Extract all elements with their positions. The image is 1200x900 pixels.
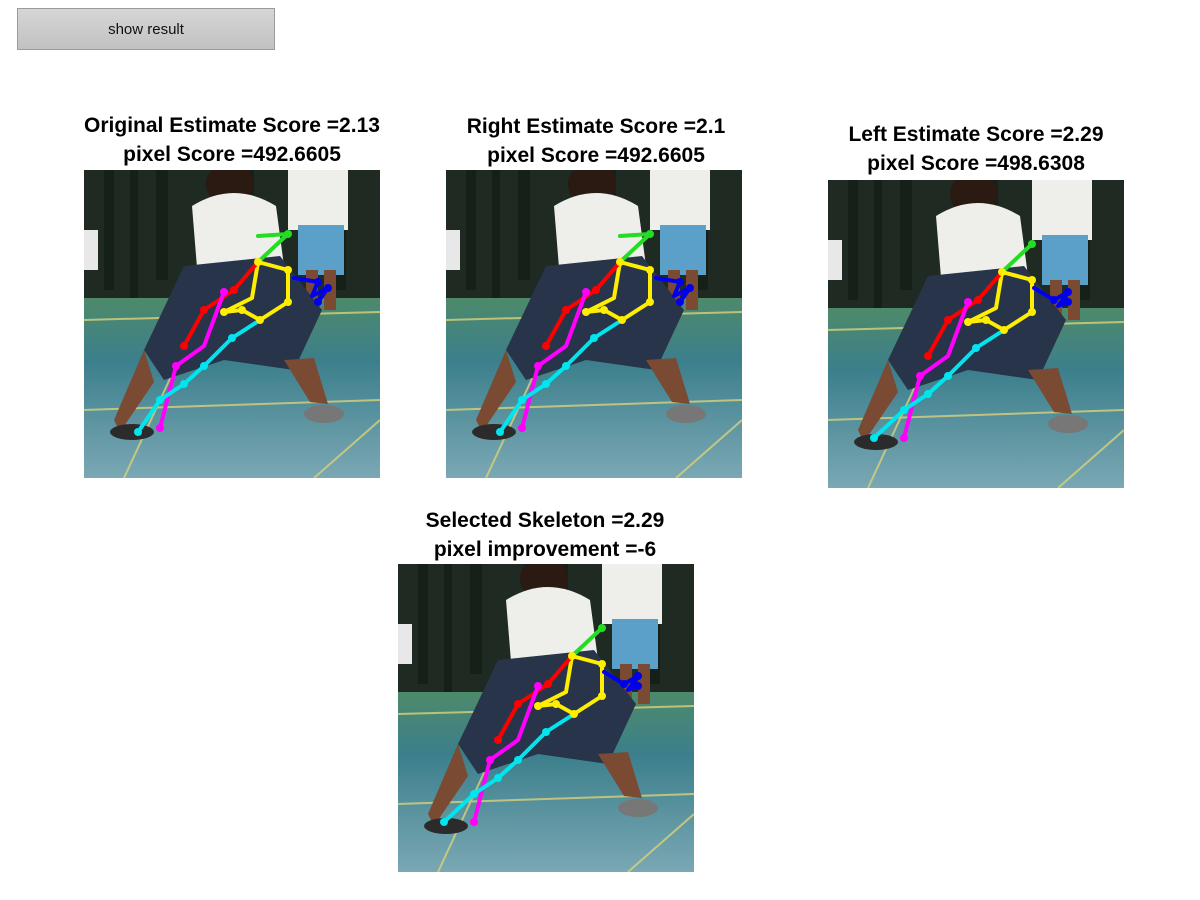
scene-photo: [446, 170, 742, 478]
pose-image-original: [84, 170, 380, 478]
panel-title: Left Estimate Score =2.29 pixel Score =4…: [806, 120, 1146, 178]
scene-photo: [398, 564, 694, 872]
pose-image-selected: [398, 564, 694, 872]
pixel-improvement-label: pixel improvement =-6: [433, 538, 657, 561]
show-result-button[interactable]: show result: [17, 8, 275, 50]
scene-photo: [84, 170, 380, 478]
pixel-score-label: pixel Score =492.6605: [123, 143, 341, 166]
panel-title: Original Estimate Score =2.13 pixel Scor…: [64, 111, 400, 169]
panel-title: Right Estimate Score =2.1 pixel Score =4…: [426, 112, 766, 170]
estimate-score-label: Left Estimate Score =2.29: [848, 123, 1104, 146]
panel-title: Selected Skeleton =2.29 pixel improvemen…: [375, 506, 715, 564]
estimate-score-label: Original Estimate Score =2.13: [84, 114, 380, 137]
pose-image-right: [446, 170, 742, 478]
pixel-score-label: pixel Score =492.6605: [487, 144, 705, 167]
pose-image-left: [828, 180, 1124, 488]
estimate-score-label: Right Estimate Score =2.1: [466, 115, 726, 138]
scene-photo: [828, 180, 1124, 488]
selected-score-label: Selected Skeleton =2.29: [425, 509, 665, 532]
pixel-score-label: pixel Score =498.6308: [867, 152, 1085, 175]
